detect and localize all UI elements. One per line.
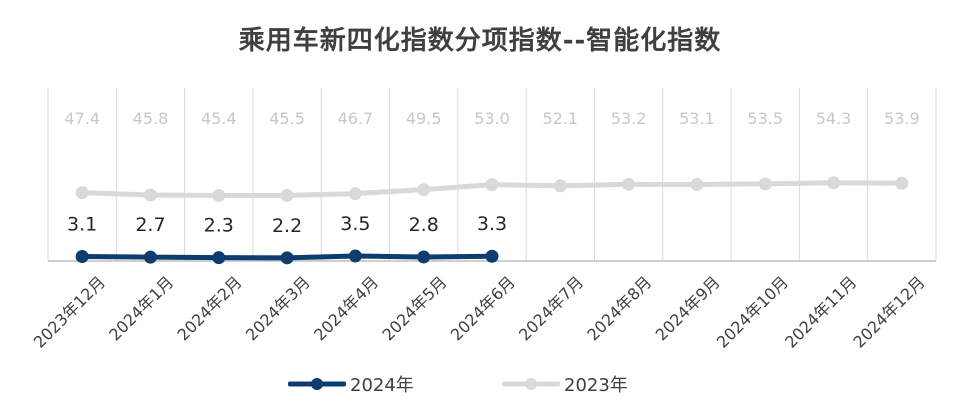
data-point[interactable] xyxy=(417,250,431,264)
data-label: 2.3 xyxy=(204,215,234,237)
data-point[interactable] xyxy=(895,176,909,190)
data-label: 45.4 xyxy=(201,109,237,128)
data-label: 53.9 xyxy=(884,109,920,128)
data-label: 54.3 xyxy=(816,109,852,128)
data-label: 3.3 xyxy=(477,213,507,235)
data-label: 2.7 xyxy=(135,214,165,236)
x-tick-label: 2024年10月 xyxy=(713,272,792,351)
legend-label-2024: 2024年 xyxy=(350,375,414,396)
data-point[interactable] xyxy=(75,186,89,200)
data-label: 53.2 xyxy=(611,109,647,128)
x-tick-label: 2024年11月 xyxy=(781,272,860,351)
data-label: 45.8 xyxy=(133,109,169,128)
data-point[interactable] xyxy=(143,250,157,264)
legend-item-2024[interactable]: 2024年 xyxy=(288,371,414,397)
chart-title: 乘用车新四化指数分项指数--智能化指数 xyxy=(238,26,722,56)
data-point[interactable] xyxy=(280,188,294,202)
x-tick-label: 2024年6月 xyxy=(447,272,519,344)
data-labels: 47.4 45.8 45.4 45.5 46.7 49.5 53.0 52.1 53.2 53.1… xyxy=(64,109,919,237)
data-point[interactable] xyxy=(485,178,499,192)
data-point[interactable] xyxy=(553,179,567,193)
grid-lines xyxy=(47,88,937,261)
x-tick-label: 2024年12月 xyxy=(849,272,928,351)
legend-label-2023: 2023年 xyxy=(564,375,628,396)
data-point[interactable] xyxy=(212,251,226,265)
data-label: 3.5 xyxy=(340,213,370,235)
data-label: 53.0 xyxy=(474,109,510,128)
data-point[interactable] xyxy=(827,176,841,190)
data-point[interactable] xyxy=(75,250,89,264)
x-tick-label: 2024年5月 xyxy=(378,272,450,344)
data-label: 53.1 xyxy=(679,109,715,128)
data-label: 2.2 xyxy=(272,215,302,237)
legend-marker-2024 xyxy=(288,378,346,390)
x-tick-label: 2024年3月 xyxy=(242,272,314,344)
legend-marker-2023 xyxy=(502,378,560,390)
x-tick-label: 2024年7月 xyxy=(515,272,587,344)
data-label: 52.1 xyxy=(542,109,578,128)
data-label: 46.7 xyxy=(338,109,374,128)
data-label: 3.1 xyxy=(67,214,97,236)
x-tick-label: 2023年12月 xyxy=(30,272,109,351)
x-tick-label: 2024年2月 xyxy=(174,272,246,344)
data-point[interactable] xyxy=(348,249,362,263)
data-point[interactable] xyxy=(212,189,226,203)
data-point[interactable] xyxy=(348,187,362,201)
series-layer xyxy=(75,176,909,265)
data-point[interactable] xyxy=(758,177,772,191)
data-label: 45.5 xyxy=(269,109,305,128)
data-point[interactable] xyxy=(622,177,636,191)
x-tick-label: 2024年9月 xyxy=(652,272,724,344)
legend-item-2023[interactable]: 2023年 xyxy=(502,371,628,397)
data-label: 49.5 xyxy=(406,109,442,128)
data-point[interactable] xyxy=(690,177,704,191)
data-point[interactable] xyxy=(417,183,431,197)
x-tick-label: 2024年1月 xyxy=(105,272,177,344)
data-label: 47.4 xyxy=(64,109,100,128)
x-tick-label: 2024年8月 xyxy=(583,272,655,344)
data-point[interactable] xyxy=(485,249,499,263)
data-point[interactable] xyxy=(143,188,157,202)
x-tick-label: 2024年4月 xyxy=(310,272,382,344)
data-point[interactable] xyxy=(280,251,294,265)
data-label: 2.8 xyxy=(409,214,439,236)
x-axis: 2023年12月2024年1月2024年2月2024年3月2024年4月2024… xyxy=(30,260,936,352)
data-label: 53.5 xyxy=(747,109,783,128)
